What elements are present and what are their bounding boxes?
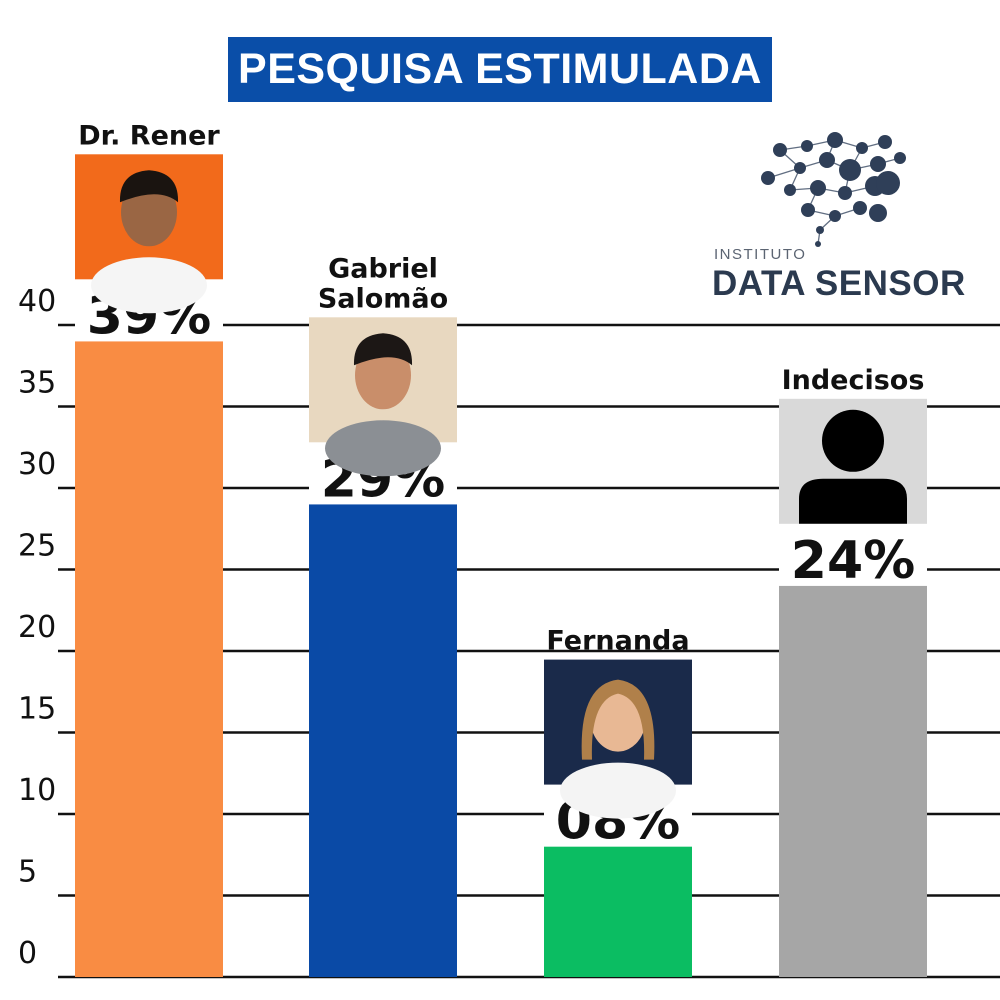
candidate-photo-shoulders-2 <box>560 762 676 819</box>
person-icon-head <box>822 409 884 472</box>
candidate-name-2: Fernanda <box>546 626 689 657</box>
bar-2 <box>544 846 692 977</box>
y-tick-label: 5 <box>18 855 37 890</box>
y-tick-label: 10 <box>18 773 56 808</box>
candidate-photo-hair-2 <box>581 679 655 760</box>
candidate-photo-shoulders-1 <box>325 420 441 477</box>
y-tick-label: 0 <box>18 936 37 971</box>
institute-logo: INSTITUTO DATA SENSOR <box>700 118 970 308</box>
y-tick-label: 20 <box>18 610 56 645</box>
candidate-name-3: Indecisos <box>782 365 925 396</box>
candidate-name-0: Dr. Rener <box>78 120 220 151</box>
candidate-name-1: Gabriel <box>328 253 438 284</box>
y-tick-label: 35 <box>18 366 56 401</box>
candidate-photo-shoulders-0 <box>91 257 207 314</box>
value-label-3: 24% <box>791 531 915 591</box>
person-icon-body <box>799 478 907 524</box>
y-tick-label: 30 <box>18 447 56 482</box>
chart-title: PESQUISA ESTIMULADA <box>238 45 762 93</box>
bar-1 <box>309 504 457 977</box>
bar-3 <box>779 585 927 977</box>
candidate-name-1: Salomão <box>318 283 448 314</box>
bar-0 <box>75 341 223 977</box>
candidate-photo-hair-1 <box>353 333 413 366</box>
y-tick-label: 25 <box>18 529 56 564</box>
logo-big-text: DATA SENSOR <box>712 264 966 303</box>
y-tick-label: 40 <box>18 284 56 319</box>
title-banner: PESQUISA ESTIMULADA <box>228 37 772 102</box>
y-tick-label: 15 <box>18 692 56 727</box>
logo-small-text: INSTITUTO <box>714 246 807 263</box>
value-label-bg <box>779 527 927 586</box>
candidate-photo-hair-0 <box>119 170 179 203</box>
brain-network-icon <box>761 132 906 247</box>
